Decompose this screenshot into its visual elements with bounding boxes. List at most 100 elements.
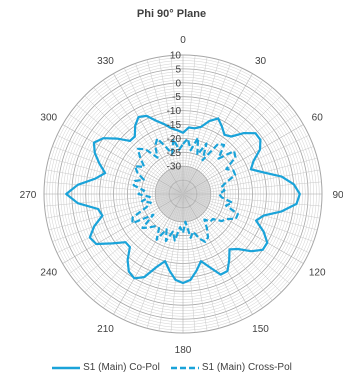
legend: S1 (Main) Co-Pol S1 (Main) Cross-Pol (0, 362, 343, 373)
spoke (182, 193, 282, 293)
spoke (52, 146, 184, 195)
spoke (182, 193, 263, 309)
spoke (146, 59, 184, 195)
spoke (62, 193, 184, 264)
spoke (44, 181, 184, 195)
angle-tick-label: 150 (252, 324, 269, 335)
radial-tick-label: 5 (175, 64, 181, 75)
series-line-cross-pol (131, 136, 239, 243)
spoke (182, 124, 304, 195)
spoke (103, 79, 184, 195)
spoke (182, 193, 253, 315)
polar-grid (43, 54, 323, 334)
spoke (124, 67, 184, 195)
angle-tick-label: 90 (332, 190, 343, 201)
radial-tick-label: -30 (167, 162, 182, 173)
spoke (182, 95, 282, 195)
polar-plot: 0 30 60 90 120 150 180 210 240 270 300 330 10 5 0 -5 -10… (20, 35, 343, 356)
spoke (103, 193, 184, 309)
spoke (84, 193, 184, 293)
spoke (93, 193, 184, 301)
spoke (158, 193, 184, 331)
spoke (76, 104, 184, 195)
spoke (170, 193, 184, 333)
spoke (124, 193, 184, 321)
legend-label: S1 (Main) Cross-Pol (201, 362, 292, 373)
spoke (182, 193, 304, 264)
spoke (44, 193, 184, 207)
angle-tick-label: 240 (40, 268, 57, 279)
spoke (182, 193, 231, 325)
spoke (182, 87, 273, 195)
angle-tick-label: 0 (180, 35, 186, 46)
spoke (182, 79, 263, 195)
tick-labels: 0 30 60 90 120 150 180 210 240 270 300 330 10 5 0 -5 -10… (20, 35, 343, 356)
radial-tick-label: 0 (175, 78, 181, 89)
spoke (62, 124, 184, 195)
radial-tick-label: -25 (167, 148, 182, 159)
spoke (182, 67, 242, 195)
spoke (182, 73, 253, 195)
radial-tick-label: -5 (172, 92, 181, 103)
spoke (182, 157, 318, 195)
spoke (182, 193, 196, 333)
angle-tick-label: 210 (97, 324, 114, 335)
angle-tick-label: 30 (255, 56, 267, 67)
spoke (113, 73, 184, 195)
spoke (93, 87, 184, 195)
spoke (158, 57, 184, 195)
spoke (182, 193, 298, 274)
spoke (135, 193, 184, 325)
spoke (182, 193, 273, 301)
spoke (182, 55, 196, 195)
radial-tick-label: -10 (167, 106, 182, 117)
spoke (48, 193, 184, 231)
spoke (182, 63, 231, 195)
spoke (182, 193, 314, 242)
spoke (182, 57, 208, 195)
radial-tick-label: -15 (167, 120, 182, 131)
legend-label: S1 (Main) Co-Pol (83, 362, 160, 373)
chart-title: Phi 90° Plane (136, 8, 207, 20)
spoke (68, 114, 184, 195)
radial-tick-label: -20 (167, 134, 182, 145)
radial-tick-label: 10 (170, 51, 182, 62)
angle-tick-label: 270 (20, 190, 37, 201)
spoke (182, 114, 298, 195)
spoke (113, 193, 184, 315)
spoke (182, 193, 310, 253)
legend-entry: S1 (Main) Cross-Pol (170, 362, 292, 373)
spoke (68, 193, 184, 274)
spoke (52, 193, 184, 242)
spoke (170, 55, 184, 195)
angle-tick-label: 60 (312, 113, 324, 124)
angle-tick-label: 120 (309, 268, 326, 279)
legend-swatch (52, 366, 81, 369)
series-line-co-pol (65, 114, 301, 285)
spoke (182, 193, 322, 207)
spoke (56, 193, 184, 253)
angle-tick-label: 300 (40, 113, 57, 124)
spoke (46, 169, 184, 195)
spoke (182, 193, 208, 331)
spoke (182, 146, 314, 195)
spoke (46, 193, 184, 219)
spoke (56, 135, 184, 195)
spoke (84, 95, 184, 195)
angle-tick-label: 330 (97, 56, 114, 67)
spoke (135, 63, 184, 195)
spoke (182, 104, 290, 195)
spoke (182, 193, 242, 321)
spoke (182, 135, 310, 195)
spoke (182, 193, 318, 231)
series-lines (65, 114, 301, 285)
spoke (182, 193, 290, 284)
spoke (182, 169, 320, 195)
spoke (48, 157, 184, 195)
spoke (76, 193, 184, 284)
legend-swatch (170, 366, 199, 369)
legend-entry: S1 (Main) Co-Pol (51, 362, 160, 373)
spoke (182, 181, 322, 195)
angle-tick-label: 180 (175, 345, 192, 356)
spoke (182, 193, 320, 219)
